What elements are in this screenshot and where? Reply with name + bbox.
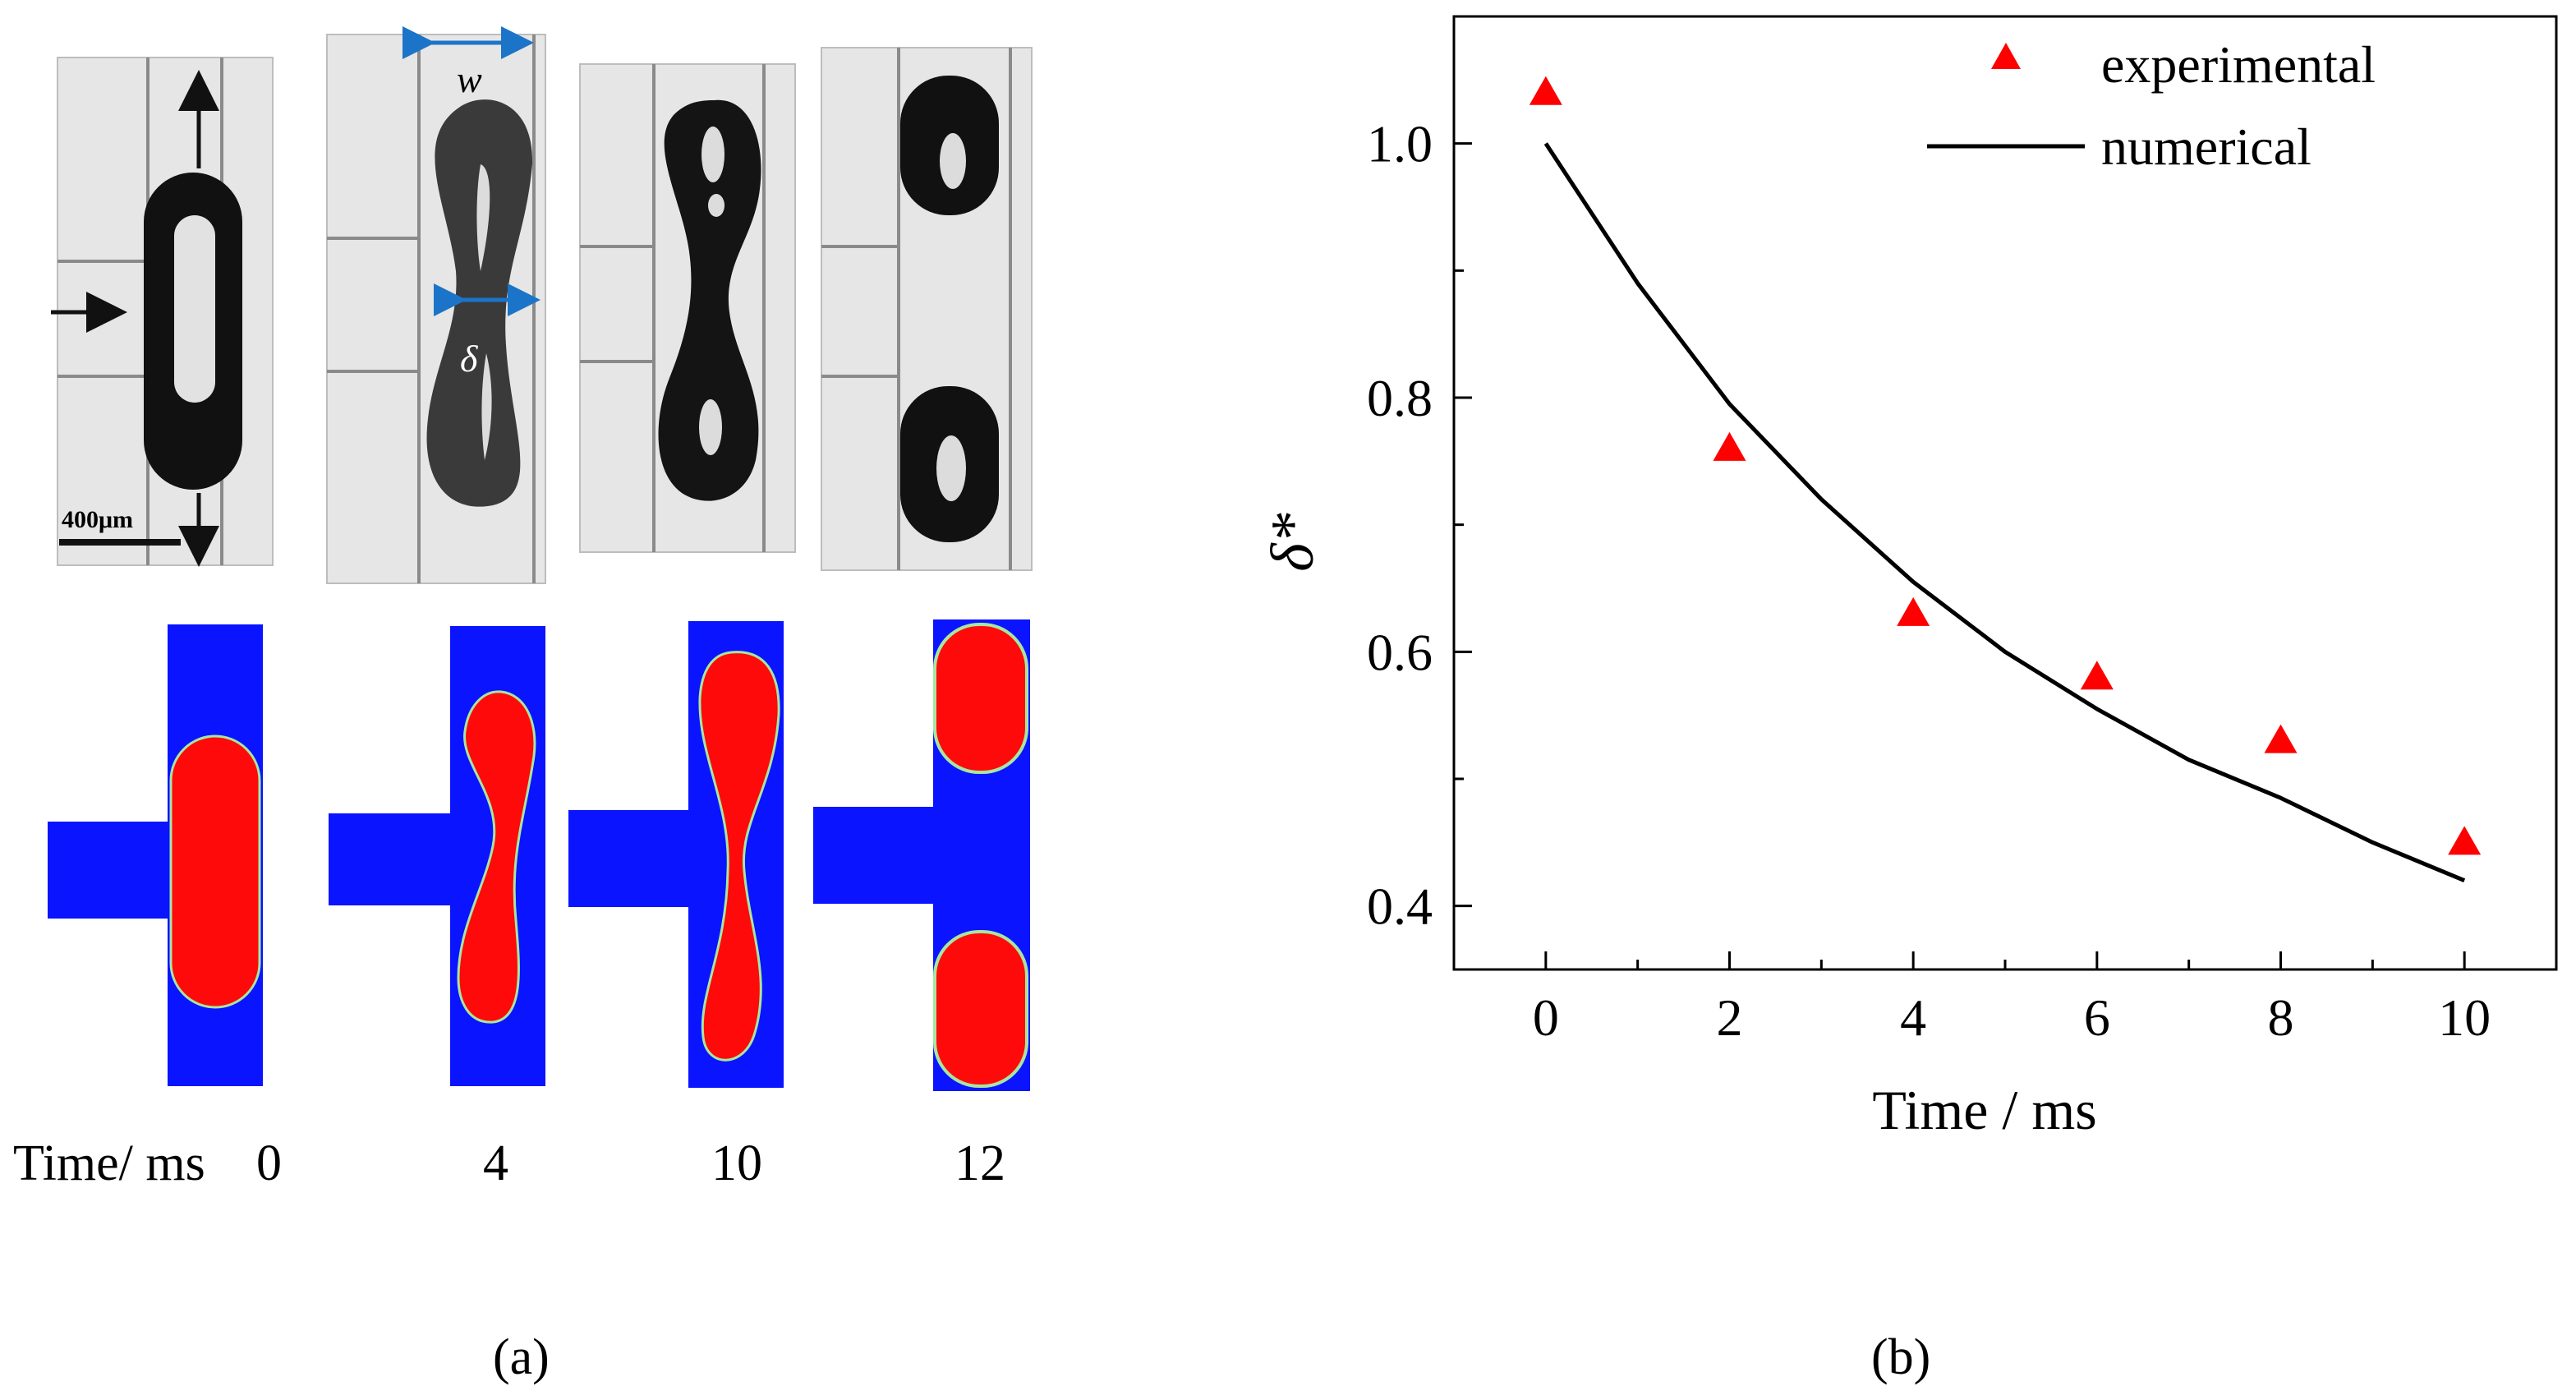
y-axis-title: δ* — [1259, 513, 1327, 571]
sim-frame-2 — [329, 626, 545, 1086]
y-tick-label: 0.6 — [1367, 623, 1433, 681]
time-labels: Time/ ms 0 4 10 12 — [13, 1135, 1005, 1191]
experimental-point — [1713, 431, 1746, 461]
experimental-point — [2448, 826, 2482, 855]
x-tick-label: 2 — [1717, 988, 1743, 1047]
simulation-frames — [48, 619, 1030, 1091]
x-tick-label: 4 — [1900, 988, 1926, 1047]
x-tick-label: 10 — [2438, 988, 2491, 1047]
experimental-point — [2080, 661, 2114, 690]
experimental-point — [2264, 724, 2298, 753]
experimental-series — [1529, 76, 2482, 855]
chart: 0 2 4 6 8 10 0.4 0.6 0.8 1.0 Time / ms δ* experi… — [1259, 15, 2558, 1141]
neck-label: δ — [460, 338, 478, 380]
scale-bar-label: 400μm — [62, 506, 133, 533]
frame-time-0: 0 — [256, 1135, 282, 1191]
photo-frame-1: 400μm — [51, 57, 274, 567]
experimental-point — [1529, 76, 1562, 105]
x-tick-label: 0 — [1533, 988, 1559, 1047]
frame-time-1: 4 — [483, 1135, 508, 1191]
sim-frame-4 — [813, 619, 1030, 1091]
photo-frame-2: w δ — [326, 26, 546, 584]
frame-time-2: 10 — [711, 1135, 762, 1191]
sim-frame-1 — [48, 624, 263, 1086]
time-axis-label: Time/ ms — [13, 1135, 205, 1191]
experimental-point — [1897, 596, 1930, 626]
photo-frames: 400μm w δ — [51, 26, 1033, 584]
frame-time-3: 12 — [954, 1135, 1005, 1191]
legend-numerical-label: numerical — [2101, 117, 2312, 176]
y-axis-ticks: 0.4 0.6 0.8 1.0 — [1367, 115, 1472, 936]
x-axis-title: Time / ms — [1872, 1079, 2096, 1141]
numerical-series — [1543, 142, 2466, 883]
y-tick-label: 0.4 — [1367, 877, 1433, 936]
width-label: w — [457, 58, 482, 100]
x-tick-label: 6 — [2084, 988, 2110, 1047]
numerical-line — [1543, 142, 2466, 883]
legend-experimental-label: experimental — [2101, 35, 2376, 94]
x-tick-label: 8 — [2268, 988, 2294, 1047]
legend-experimental-marker — [1991, 43, 2021, 69]
panel-b-caption: (b) — [1871, 1329, 1930, 1385]
y-tick-label: 0.8 — [1367, 369, 1433, 427]
sim-frame-3 — [568, 621, 784, 1088]
x-axis-ticks: 0 2 4 6 8 10 — [1533, 951, 2491, 1047]
panel-a-caption: (a) — [493, 1329, 550, 1385]
y-tick-label: 1.0 — [1367, 115, 1433, 173]
legend: experimental numerical — [1927, 35, 2376, 176]
photo-frame-4 — [821, 47, 1033, 571]
photo-frame-3 — [579, 63, 796, 553]
plot-frame — [1452, 15, 2558, 971]
